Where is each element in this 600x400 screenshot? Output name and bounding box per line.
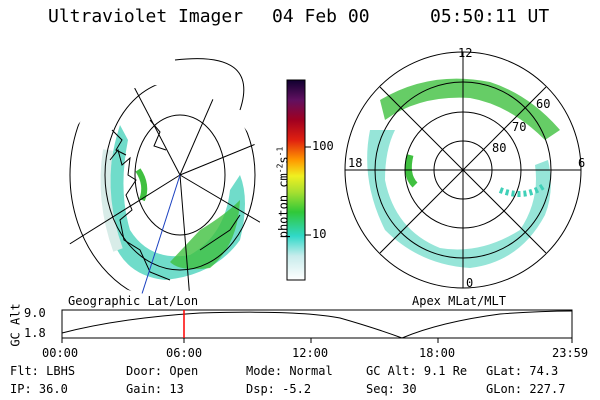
info-dsp: Dsp: -5.2: [246, 382, 312, 396]
aurora-bright: [170, 200, 240, 270]
info-door: Door: Open: [126, 364, 199, 378]
colorbar-tick-10: 10: [312, 227, 327, 241]
geo-panel-label: Geographic Lat/Lon: [68, 294, 199, 308]
time-label: 05:50:11 UT: [430, 6, 550, 27]
mlt-label-6: 6: [578, 156, 586, 170]
info-gc-alt: GC Alt: 9.1 Re: [366, 364, 468, 378]
altitude-plot: [61, 309, 573, 343]
date-label: 04 Feb 00: [272, 6, 370, 27]
polar-aurora-ring: [367, 130, 551, 268]
info-mode: Mode: Normal: [246, 364, 333, 378]
coastline-north: [111, 119, 167, 156]
mlat-label-80: 80: [492, 141, 507, 155]
aurora-arc: [135, 168, 148, 202]
alt-ytick-high: 9.0: [24, 306, 46, 320]
info-flt: Flt: LBHS: [10, 364, 76, 378]
aurora-faint: [100, 149, 123, 252]
colorbar: [286, 79, 306, 281]
mlat-label-60: 60: [536, 97, 551, 111]
info-seq: Seq: 30: [366, 382, 417, 396]
geographic-map: [59, 58, 265, 295]
mlt-label-18: 18: [348, 156, 363, 170]
app-title: Ultraviolet Imager: [48, 6, 244, 27]
xtick-2359: 23:59: [552, 346, 589, 360]
coastline: [109, 85, 241, 281]
info-glat: GLat: 74.3: [486, 364, 559, 378]
mlt-label-0: 0: [466, 276, 474, 290]
polar-plot: [344, 51, 582, 289]
info-gain: Gain: 13: [126, 382, 184, 396]
mlat-label-70: 70: [512, 120, 527, 134]
xtick-1800: 18:00: [419, 346, 456, 360]
altitude-curve: [61, 310, 573, 339]
polar-panel-label: Apex MLat/MLT: [412, 294, 506, 308]
colorbar-tick-100: 100: [312, 139, 334, 153]
info-ip: IP: 36.0: [10, 382, 68, 396]
mlt-label-12: 12: [458, 46, 473, 60]
colorbar-unit-label: photon cm-2s-1: [275, 146, 291, 239]
alt-ytick-low: 1.8: [24, 326, 46, 340]
xtick-0000: 00:00: [42, 346, 79, 360]
xtick-0600: 06:00: [166, 346, 203, 360]
polar-aurora-top: [380, 78, 560, 140]
info-glon: GLon: 227.7: [486, 382, 566, 396]
alt-ylabel: GC Alt: [8, 303, 23, 347]
xtick-1200: 12:00: [292, 346, 329, 360]
